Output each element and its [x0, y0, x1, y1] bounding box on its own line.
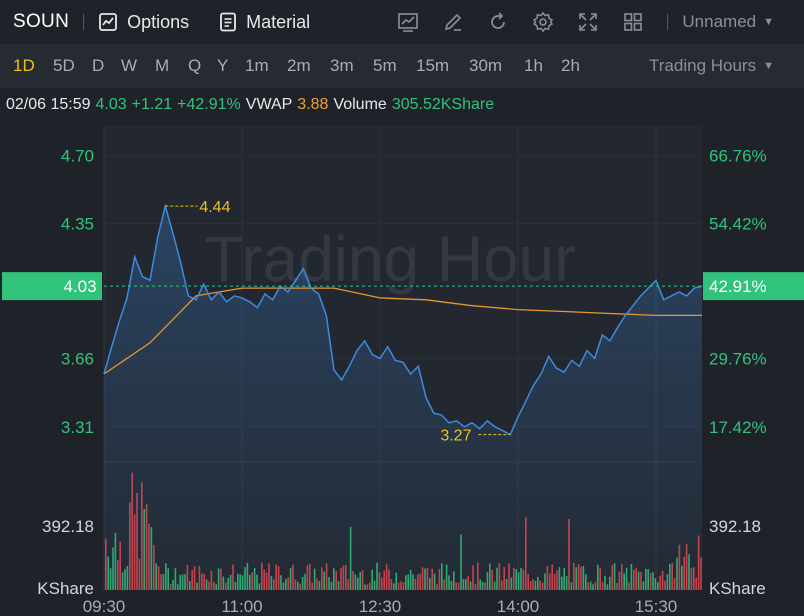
- timeframe-tab-m[interactable]: M: [155, 56, 170, 75]
- timeframe-tab-30m[interactable]: 30m: [469, 56, 503, 75]
- ticker-symbol[interactable]: SOUN: [13, 11, 70, 32]
- current-percent-tag: [703, 272, 804, 301]
- refresh-icon[interactable]: [487, 11, 509, 33]
- session-caret-icon: ▼: [763, 60, 774, 72]
- price-tick-label: 4.70: [61, 146, 94, 165]
- timeframe-tab-d[interactable]: D: [92, 56, 105, 75]
- session-selector[interactable]: Trading Hours ▼: [649, 56, 774, 76]
- time-tick-label: 15:30: [635, 597, 678, 616]
- toolbar-divider: [83, 14, 85, 30]
- intraday-chart[interactable]: Trading Hour 4.443.27 4.704.353.663.314.…: [0, 126, 804, 616]
- vwap-line: [103, 287, 702, 375]
- options-button[interactable]: Options: [98, 12, 189, 33]
- percent-axis-right: 66.76% 54.42% 29.76% 17.42% 42.91% 392.18 KSha…: [703, 146, 804, 598]
- timeframe-tab-1h[interactable]: 1h: [524, 56, 543, 75]
- time-tick-label: 09:30: [83, 597, 126, 616]
- draw-pen-icon[interactable]: [442, 11, 464, 33]
- quote-price: 4.03: [95, 96, 127, 113]
- timeframe-tab-5d[interactable]: 5D: [53, 56, 75, 75]
- material-button[interactable]: Material: [219, 12, 310, 33]
- settings-gear-icon[interactable]: [532, 11, 554, 33]
- timeframe-bar: 1D 5D D W M Q Y 1m 2m 3m 5m 15m 30m 1h 2h Trading Hour…: [0, 44, 804, 88]
- high-low-markers: 4.44 3.27: [165, 199, 511, 445]
- price-area-fill: [104, 206, 702, 590]
- time-axis: 09:30 11:00 12:30 14:00 15:30: [83, 597, 678, 616]
- quote-info-line: 02/06 15:59 4.03 +1.21 +42.91% VWAP 3.88 Volum…: [6, 96, 499, 114]
- document-icon: [220, 12, 237, 32]
- volume-value: 305.52KShare: [391, 96, 495, 113]
- quote-change: +1.21: [131, 96, 173, 113]
- low-price-label: 3.27: [440, 428, 471, 445]
- percent-tick-label: 54.42%: [709, 215, 767, 234]
- percent-tick-label: 66.76%: [709, 146, 767, 165]
- price-tick-label: 3.66: [61, 349, 94, 368]
- chart-watermark: Trading Hour: [204, 223, 575, 295]
- timeframe-tab-w[interactable]: W: [121, 56, 138, 75]
- tools-divider: [667, 14, 669, 30]
- price-tick-label: 4.35: [61, 215, 94, 234]
- timeframe-tab-5m[interactable]: 5m: [373, 56, 397, 75]
- current-price-tag-text: 4.03: [63, 277, 96, 296]
- current-percent-tag-text: 42.91%: [709, 277, 767, 296]
- top-toolbar: SOUN Options Material Unnamed ▼: [0, 0, 804, 44]
- timeframe-tab-1d[interactable]: 1D: [13, 56, 35, 75]
- time-tick-label: 12:30: [359, 597, 402, 616]
- quote-change-pct: +42.91%: [177, 96, 241, 113]
- timeframe-tab-q[interactable]: Q: [188, 56, 202, 75]
- current-price-tag: [2, 272, 102, 301]
- options-chart-icon: [99, 13, 118, 31]
- percent-tick-label: 17.42%: [709, 418, 767, 437]
- layout-name: Unnamed: [682, 12, 757, 31]
- time-tick-label: 14:00: [497, 597, 540, 616]
- volume-unit-left: KShare: [37, 579, 94, 598]
- high-price-label: 4.44: [199, 199, 230, 216]
- price-axis-left: 4.70 4.35 3.66 3.31 4.03 392.18 KShare: [2, 146, 102, 598]
- vwap-label: VWAP: [245, 96, 293, 113]
- time-tick-label: 11:00: [221, 597, 262, 616]
- timeframe-tab-2m[interactable]: 2m: [287, 56, 311, 75]
- volume-tick-right: 392.18: [709, 517, 761, 536]
- percent-tick-label: 29.76%: [709, 349, 767, 368]
- tool-icons-group: Unnamed ▼: [397, 0, 804, 44]
- timeframe-tab-y[interactable]: Y: [217, 56, 229, 75]
- material-label: Material: [246, 11, 311, 32]
- price-line: [103, 203, 703, 436]
- layout-grid-icon[interactable]: [622, 11, 644, 33]
- timeframe-tab-2h[interactable]: 2h: [561, 56, 580, 75]
- session-label: Trading Hours: [649, 56, 757, 75]
- timeframe-tab-15m[interactable]: 15m: [416, 56, 450, 75]
- timeframe-tab-3m[interactable]: 3m: [330, 56, 354, 75]
- timeframe-tab-1m[interactable]: 1m: [245, 56, 269, 75]
- price-tick-label: 3.31: [61, 418, 94, 437]
- vwap-value: 3.88: [297, 96, 329, 113]
- volume-unit-right: KShare: [709, 579, 766, 598]
- fullscreen-icon[interactable]: [577, 11, 599, 33]
- layout-name-dropdown[interactable]: Unnamed ▼: [682, 12, 774, 32]
- dropdown-caret-icon: ▼: [763, 16, 774, 28]
- volume-label: Volume: [333, 96, 387, 113]
- quote-datetime: 02/06 15:59: [6, 96, 91, 113]
- volume-tick-left: 392.18: [42, 517, 94, 536]
- options-label: Options: [127, 11, 190, 32]
- indicator-icon[interactable]: [397, 11, 419, 33]
